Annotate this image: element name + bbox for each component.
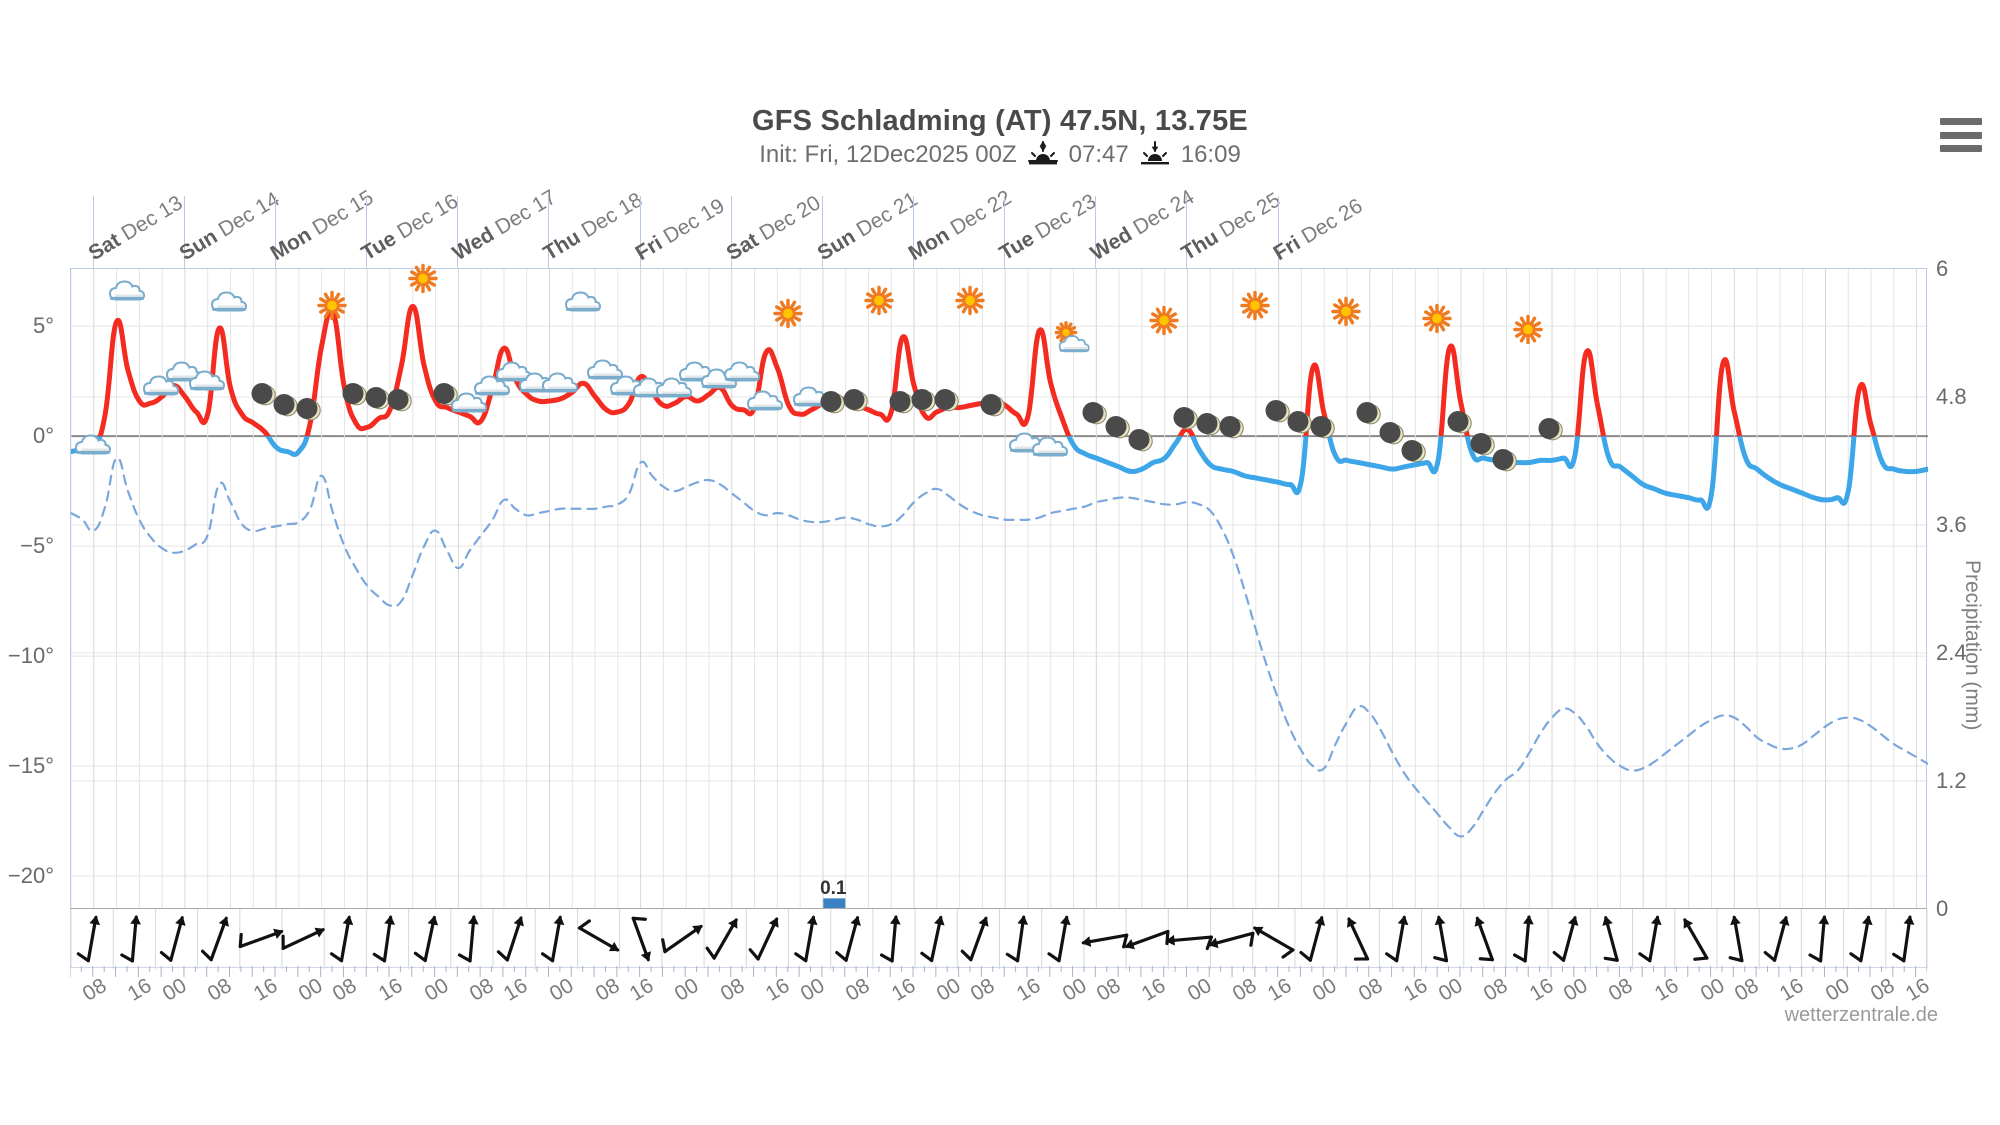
- day-label: Sun Dec 21: [814, 188, 922, 266]
- precipitation-axis: 6 4.8 3.6 2.4 1.2 0: [1936, 0, 2000, 1125]
- day-date: Dec 23: [1026, 189, 1101, 247]
- hamburger-menu-icon[interactable]: [1940, 118, 1982, 152]
- wind-barb-panel: [70, 908, 1928, 969]
- temperature-tick-label: 0°: [32, 423, 54, 449]
- day-separator-tick: [639, 196, 641, 269]
- day-separator-tick: [92, 196, 94, 269]
- day-separator-tick: [1277, 196, 1279, 269]
- day-date: Dec 13: [112, 191, 187, 249]
- hamburger-bar-1: [1940, 118, 1982, 125]
- meteogram-plot[interactable]: [70, 268, 1928, 909]
- day-separator-tick: [183, 196, 185, 269]
- chart-header: GFS Schladming (AT) 47.5N, 13.75E Init: …: [0, 104, 2000, 170]
- precipitation-tick-label: 1.2: [1936, 768, 1967, 793]
- minor-tick-ruler: [70, 966, 1927, 977]
- hamburger-bar-3: [1940, 145, 1982, 152]
- precipitation-tick-label: 6: [1936, 256, 1949, 281]
- day-separator-tick: [913, 196, 915, 269]
- temperature-tick-label: −20°: [7, 863, 54, 888]
- precipitation-tick-label: 0: [1936, 896, 1949, 921]
- precipitation-value-labels: 0.1: [70, 860, 1927, 910]
- hamburger-bar-2: [1940, 131, 1982, 139]
- day-label-band: Sat Dec 13 Sun Dec 14 Mon Dec 15 Tue Dec 16…: [70, 186, 1927, 269]
- day-date: Dec 18: [573, 188, 647, 246]
- day-label: Mon Dec 22: [905, 186, 1016, 266]
- hour-label-row: 08 16 00 08 16 00 08 16 00 08 16 00 08 16 00 08 16 00 08 16…: [70, 974, 1933, 1040]
- init-text: Init: Fri, 12Dec2025 00Z: [759, 141, 1017, 168]
- day-date: Dec 14: [209, 187, 284, 245]
- precipitation-tick-label: 4.8: [1936, 384, 1967, 409]
- chart-subtitle: Init: Fri, 12Dec2025 00Z 07:47: [0, 140, 2000, 170]
- day-separator-tick: [1004, 196, 1006, 269]
- day-separator-tick: [457, 196, 459, 269]
- day-label: Sun Dec 14: [176, 188, 284, 266]
- day-separator-tick: [730, 196, 732, 269]
- precipitation-value: 0.1: [820, 878, 847, 899]
- day-label: Fri Dec 19: [631, 194, 728, 266]
- day-separator-tick: [1095, 196, 1097, 269]
- sunrise-time: 07:47: [1068, 141, 1129, 168]
- temperature-axis: 5° 0° −5° −10° −15° −20°: [0, 0, 70, 1125]
- temperature-tick-label: −10°: [7, 643, 54, 669]
- sunset-icon: [1138, 141, 1172, 169]
- day-label: Sat Dec 13: [84, 191, 186, 266]
- day-label: Fri Dec 26: [1269, 194, 1366, 266]
- temperature-tick-label: −5°: [20, 533, 54, 559]
- day-label: Mon Dec 15: [267, 186, 378, 266]
- day-separator-tick: [821, 196, 823, 269]
- day-date: Dec 25: [1211, 188, 1285, 246]
- day-label: Sat Dec 20: [722, 191, 824, 266]
- watermark: wetterzentrale.de: [1784, 1004, 1938, 1026]
- temperature-tick-label: −15°: [7, 753, 54, 779]
- precipitation-tick-label: 3.6: [1936, 512, 1967, 537]
- day-date: Dec 26: [1292, 194, 1367, 252]
- day-date: Dec 19: [654, 194, 729, 252]
- day-separator-tick: [366, 196, 368, 269]
- temperature-tick-label: 5°: [32, 313, 54, 339]
- day-separator-tick: [275, 196, 277, 269]
- day-date: Dec 16: [388, 189, 463, 247]
- day-separator-tick: [548, 196, 550, 269]
- day-date: Dec 21: [847, 187, 922, 245]
- page-title: GFS Schladming (AT) 47.5N, 13.75E: [752, 105, 1248, 137]
- precipitation-axis-title: Precipitation (mm): [1961, 560, 1984, 731]
- day-date: Dec 20: [750, 191, 825, 249]
- sunrise-icon: [1026, 141, 1060, 169]
- sunset-time: 16:09: [1180, 141, 1241, 168]
- precipitation-tick-label: 2.4: [1936, 640, 1967, 665]
- day-separator-tick: [1186, 196, 1188, 269]
